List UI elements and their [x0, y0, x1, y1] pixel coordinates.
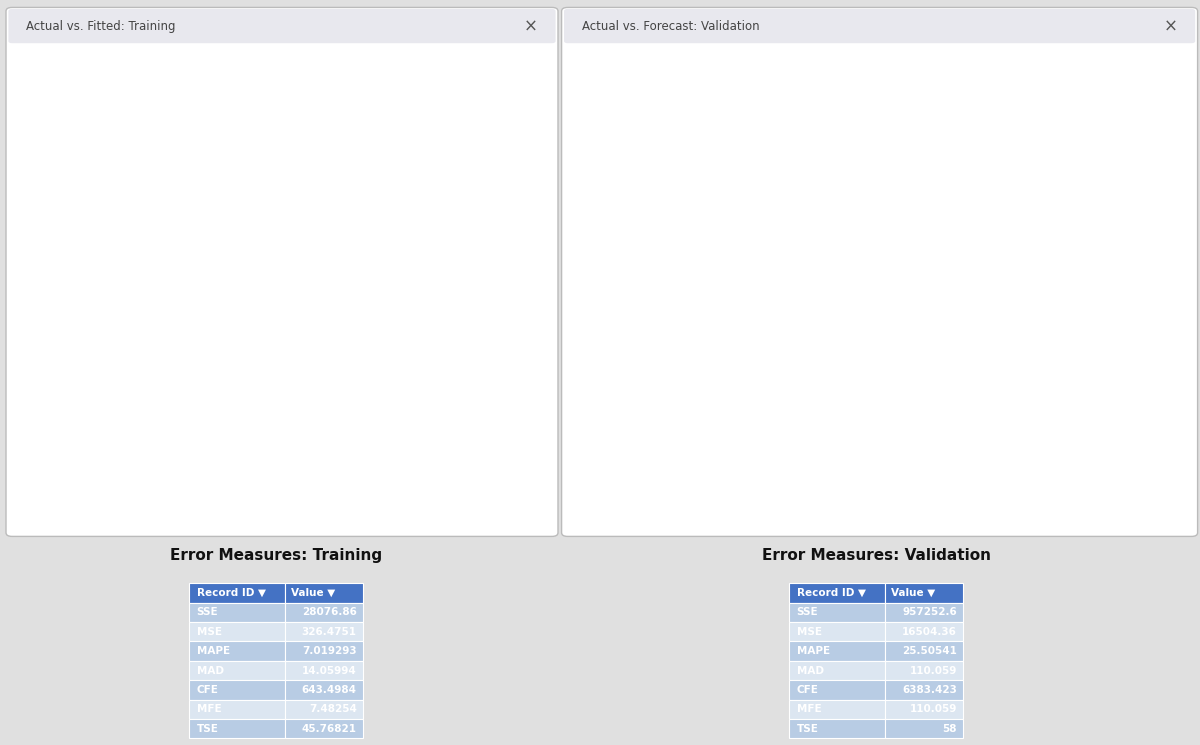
Text: MSE: MSE: [797, 627, 822, 637]
Text: 58: 58: [942, 723, 956, 734]
Text: Actual:    491: Actual: 491: [838, 91, 926, 104]
Text: SSE: SSE: [197, 607, 218, 618]
Text: Value ▼: Value ▼: [892, 588, 936, 598]
Text: Actual vs. Fitted: Training: Actual vs. Fitted: Training: [26, 19, 176, 33]
Text: 643.4984: 643.4984: [301, 685, 356, 695]
X-axis label: Month: Month: [893, 524, 938, 537]
Text: TSE: TSE: [197, 723, 218, 734]
Text: MAD: MAD: [797, 665, 823, 676]
Text: CFE: CFE: [797, 685, 818, 695]
Text: MFE: MFE: [797, 704, 821, 714]
Text: MSE: MSE: [197, 627, 222, 637]
Text: 45.76821: 45.76821: [301, 723, 356, 734]
Text: 110.059: 110.059: [910, 704, 956, 714]
Text: Error Measures: Validation: Error Measures: Validation: [762, 548, 990, 562]
Text: 6383.423: 6383.423: [902, 685, 956, 695]
Text: CFE: CFE: [197, 685, 218, 695]
Text: 7.019293: 7.019293: [302, 646, 356, 656]
Text: Record ID ▼: Record ID ▼: [797, 588, 865, 598]
Text: MFE: MFE: [197, 704, 221, 714]
Text: Value ▼: Value ▼: [292, 588, 336, 598]
X-axis label: Month: Month: [295, 524, 341, 537]
Text: 7.48254: 7.48254: [308, 704, 356, 714]
Text: MAD: MAD: [197, 665, 223, 676]
Text: Record ID ▼: Record ID ▼: [197, 588, 265, 598]
Text: 957252.6: 957252.6: [902, 607, 956, 618]
Text: 25.50541: 25.50541: [902, 646, 956, 656]
Text: MAPE: MAPE: [197, 646, 230, 656]
Text: Month:    21367: Month: 21367: [838, 65, 942, 77]
Text: Month:    19207: Month: 19207: [275, 65, 379, 77]
Y-axis label: Passengers: Passengers: [60, 231, 72, 298]
Text: ×: ×: [523, 17, 538, 35]
Text: TSE: TSE: [797, 723, 818, 734]
Text: SSE: SSE: [797, 607, 818, 618]
Text: 28076.86: 28076.86: [302, 607, 356, 618]
Text: Actual:    242: Actual: 242: [275, 91, 362, 104]
Text: Forecast: 221.464: Forecast: 221.464: [275, 117, 395, 130]
Text: ×: ×: [1163, 17, 1177, 35]
Text: 326.4751: 326.4751: [301, 627, 356, 637]
Text: MAPE: MAPE: [797, 646, 830, 656]
Text: 110.059: 110.059: [910, 665, 956, 676]
Text: Error Measures: Training: Error Measures: Training: [170, 548, 382, 562]
Text: Forecast: 322.171: Forecast: 322.171: [838, 117, 958, 130]
Text: Actual vs. Forecast: Validation: Actual vs. Forecast: Validation: [582, 19, 760, 33]
Text: 16504.36: 16504.36: [902, 627, 956, 637]
Text: 14.05994: 14.05994: [302, 665, 356, 676]
Y-axis label: Passengers: Passengers: [616, 231, 628, 298]
